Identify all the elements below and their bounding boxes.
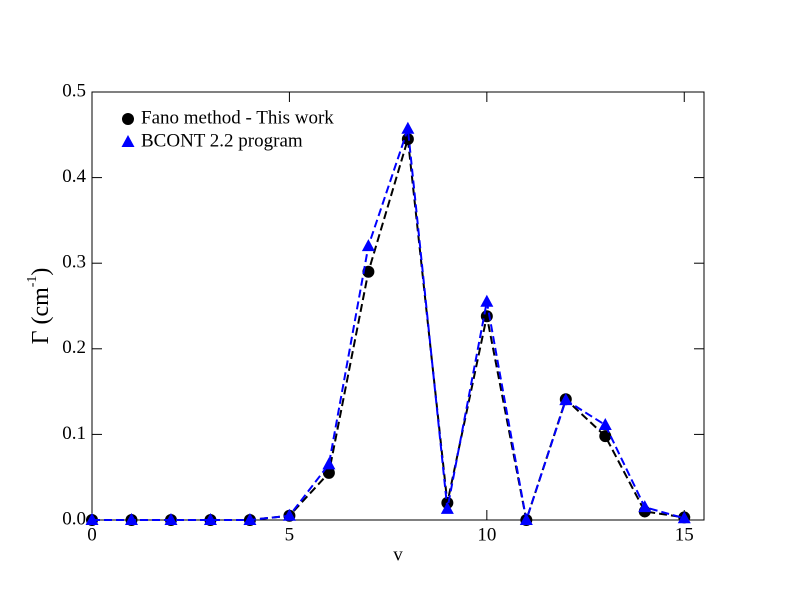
marker xyxy=(362,265,375,278)
marker xyxy=(638,500,652,513)
x-axis-label: v xyxy=(393,544,403,565)
y-tick-label: 0.1 xyxy=(62,423,86,444)
series-line xyxy=(92,138,685,524)
marker xyxy=(519,513,533,525)
marker xyxy=(322,466,335,479)
marker xyxy=(401,121,415,134)
marker xyxy=(124,513,138,525)
marker xyxy=(243,513,257,525)
marker xyxy=(599,430,612,443)
y-label-text: Γ (cm xyxy=(28,287,54,345)
series-line xyxy=(92,128,685,521)
marker xyxy=(440,501,454,514)
plot-frame xyxy=(91,91,705,521)
legend-marker xyxy=(122,113,134,125)
marker xyxy=(480,294,494,307)
x-tick-label: 10 xyxy=(477,524,496,545)
y-axis-label: Γ (cm-1) xyxy=(25,268,53,345)
legend-marker xyxy=(121,135,135,147)
legend-label: Fano method - This work xyxy=(141,107,334,128)
marker xyxy=(598,417,612,430)
marker xyxy=(282,508,296,521)
y-label-sup: -1 xyxy=(25,276,40,288)
marker xyxy=(85,513,99,525)
marker xyxy=(203,513,217,525)
x-tick-label: 0 xyxy=(87,524,97,545)
y-tick-label: 0.5 xyxy=(62,80,86,101)
marker xyxy=(677,511,691,524)
marker xyxy=(164,513,178,525)
marker xyxy=(361,239,375,252)
legend-label: BCONT 2.2 program xyxy=(141,130,303,151)
marker xyxy=(559,393,573,406)
y-tick-label: 0.2 xyxy=(62,337,86,358)
marker xyxy=(322,457,336,470)
y-label-suffix: ) xyxy=(28,268,54,276)
y-tick-label: 0.3 xyxy=(62,252,86,273)
x-tick-label: 15 xyxy=(675,524,694,545)
y-tick-label: 0.4 xyxy=(62,166,86,187)
x-tick-label: 5 xyxy=(285,524,295,545)
y-tick-label: 0.0 xyxy=(62,508,86,529)
